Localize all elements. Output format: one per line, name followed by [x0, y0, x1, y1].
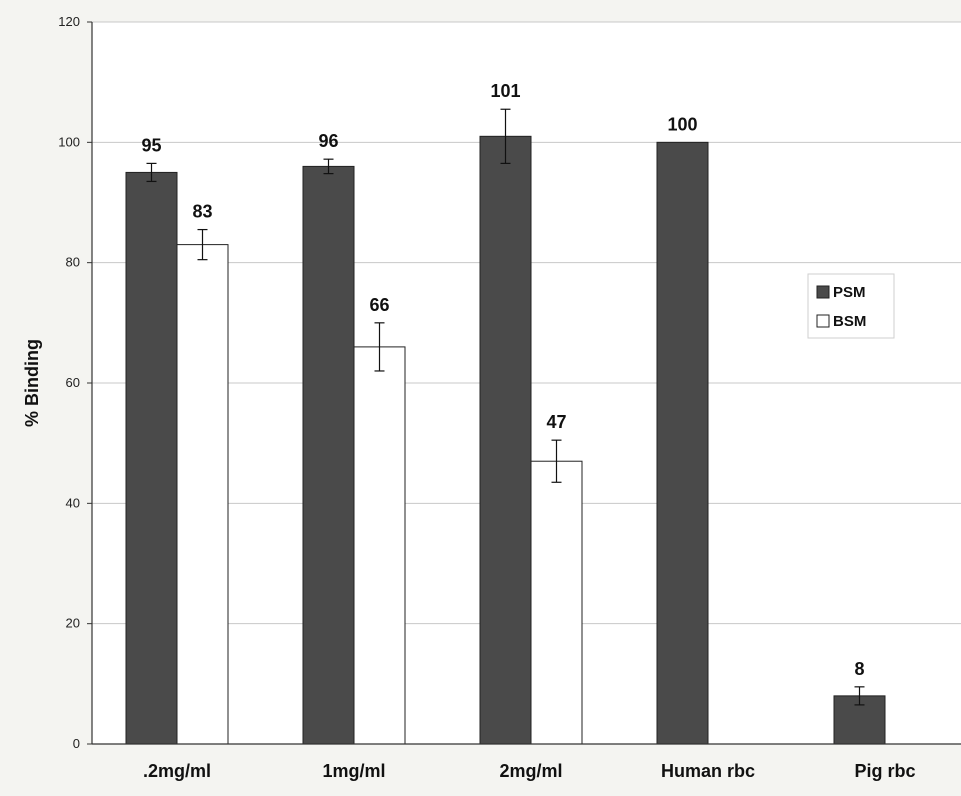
bar-psm [302, 165, 355, 745]
bar-psm [125, 171, 178, 745]
data-label-bsm: 66 [369, 295, 389, 315]
x-category-label: .2mg/ml [143, 761, 211, 781]
y-tick-label: 0 [73, 736, 80, 751]
y-tick-label: 40 [66, 495, 80, 510]
x-category-label: 2mg/ml [499, 761, 562, 781]
data-label-psm: 8 [854, 659, 864, 679]
y-tick-label: 20 [66, 616, 80, 631]
legend-label-psm: PSM [833, 284, 866, 301]
x-category-label: Human rbc [661, 761, 755, 781]
bars [125, 135, 886, 745]
x-axis: .2mg/ml 1mg/ml 2mg/ml Human rbc Pig rbc [92, 743, 961, 781]
y-axis: 0 20 40 60 80 100 120 [58, 14, 93, 751]
error-bars [146, 108, 865, 706]
data-label-bsm: 47 [546, 412, 566, 432]
data-labels: 95 83 96 66 101 47 100 8 [141, 81, 864, 679]
y-tick-label: 100 [58, 134, 80, 149]
x-category-label: Pig rbc [854, 761, 915, 781]
data-label-psm: 95 [141, 135, 161, 155]
bar-bsm [353, 346, 406, 745]
bar-bsm [530, 460, 583, 745]
bar-psm [479, 135, 532, 745]
data-label-psm: 96 [318, 131, 338, 151]
bar-psm [656, 141, 709, 745]
legend-swatch-psm [816, 285, 830, 299]
x-category-label: 1mg/ml [322, 761, 385, 781]
legend-label-bsm: BSM [833, 313, 866, 330]
legend-swatch-bsm [816, 314, 830, 328]
legend: PSM BSM [807, 273, 895, 339]
data-label-bsm: 83 [192, 202, 212, 222]
y-tick-label: 80 [66, 255, 80, 270]
y-tick-label: 120 [58, 14, 80, 29]
y-axis-title: % Binding [22, 339, 42, 427]
data-label-psm: 101 [490, 81, 520, 101]
y-tick-label: 60 [66, 375, 80, 390]
bar-bsm [176, 244, 229, 745]
data-label-psm: 100 [667, 114, 697, 134]
